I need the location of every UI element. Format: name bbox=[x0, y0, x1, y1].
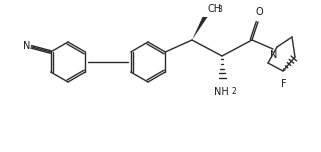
Text: CH: CH bbox=[208, 4, 222, 14]
Text: NH: NH bbox=[213, 87, 228, 97]
Text: F: F bbox=[281, 79, 287, 89]
Text: 3: 3 bbox=[218, 5, 222, 14]
Text: N: N bbox=[23, 41, 30, 51]
Text: O: O bbox=[255, 7, 263, 17]
Text: 2: 2 bbox=[231, 87, 236, 96]
Text: N: N bbox=[270, 50, 278, 60]
Polygon shape bbox=[192, 17, 207, 40]
